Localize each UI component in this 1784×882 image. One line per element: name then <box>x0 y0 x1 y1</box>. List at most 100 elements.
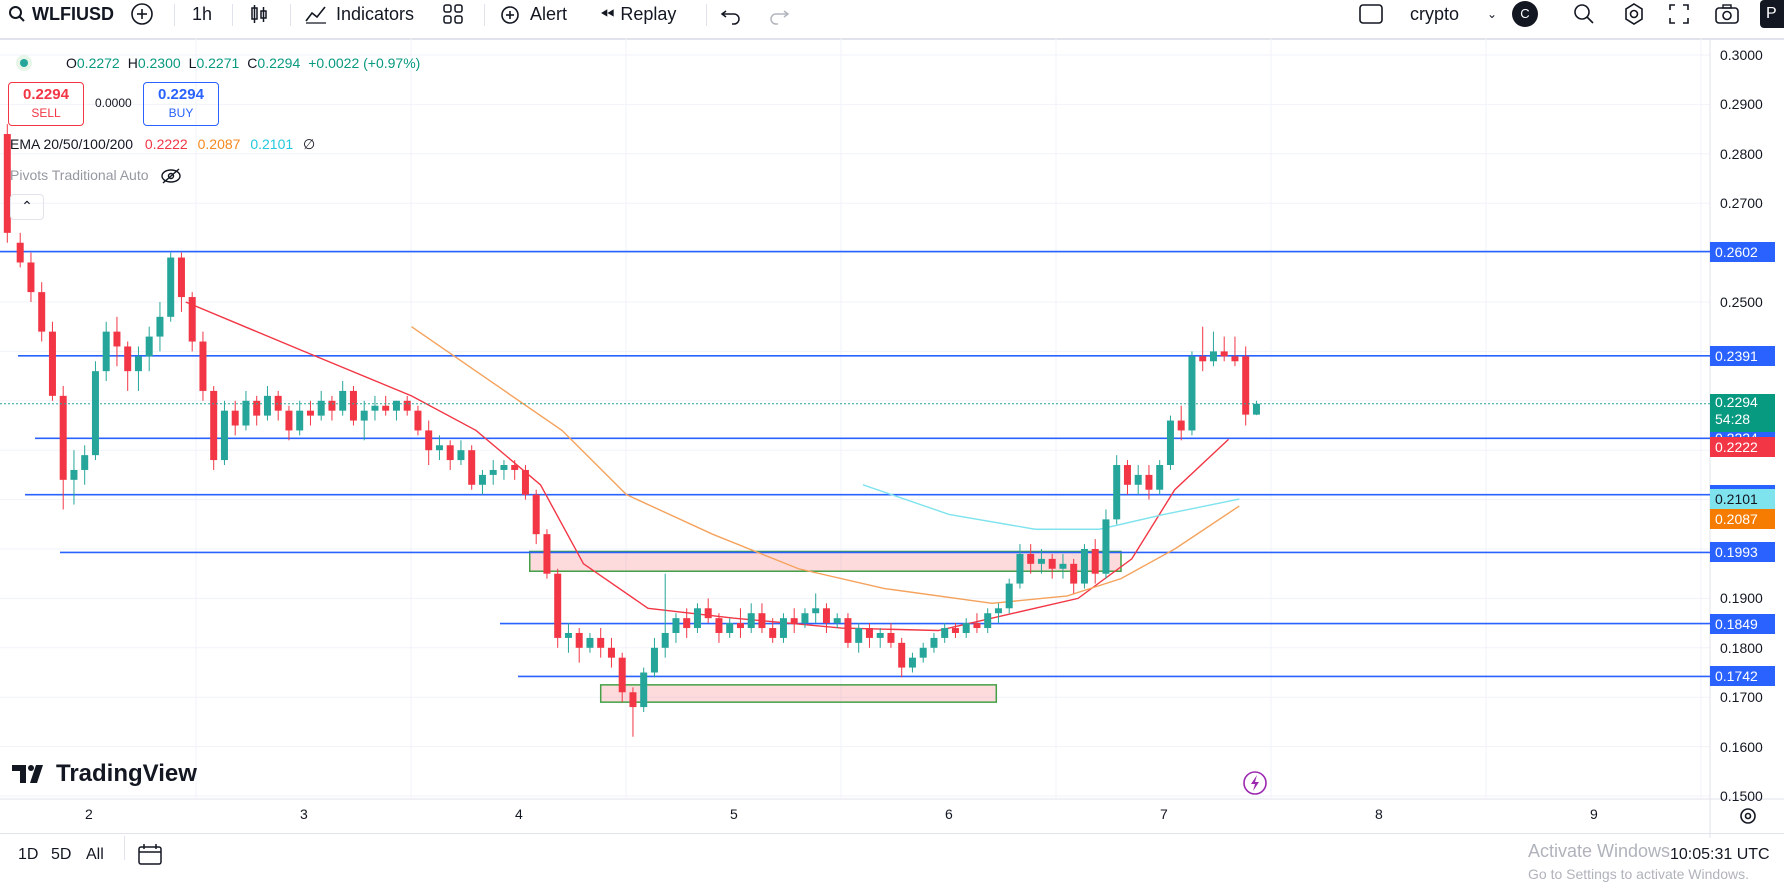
quick-search-button[interactable] <box>1572 0 1596 28</box>
candle <box>511 460 519 480</box>
range-all-button[interactable]: All <box>86 846 104 863</box>
settings-button[interactable] <box>1622 0 1646 28</box>
candle <box>1091 539 1099 584</box>
candle <box>3 124 11 243</box>
candle <box>16 232 24 268</box>
fullscreen-button[interactable] <box>1668 0 1690 28</box>
replay-button[interactable]: ⏪︎ Replay <box>600 0 676 28</box>
tradingview-logo[interactable]: TradingView <box>12 760 197 788</box>
bar-countdown: 54:28 <box>1715 410 1751 427</box>
range-1d-button[interactable]: 1D <box>18 846 39 863</box>
candle-body <box>1156 465 1164 490</box>
activate-windows-title: Activate Windows <box>1528 841 1671 861</box>
candle <box>919 642 927 663</box>
candle <box>306 400 314 426</box>
collapse-legend-button[interactable]: ⌃ <box>10 194 44 220</box>
avatar-letter: C <box>1512 1 1538 27</box>
candle-body <box>16 242 24 263</box>
sell-button[interactable]: 0.2294 SELL <box>8 82 84 126</box>
price-tick-label: 0.1700 <box>1720 689 1763 706</box>
time-tick-label: 6 <box>945 806 953 822</box>
candle <box>984 608 992 633</box>
symbol-search[interactable]: WLFIUSD <box>8 0 114 28</box>
candle <box>629 687 637 737</box>
layouts-button[interactable] <box>442 0 464 28</box>
pivots-legend[interactable]: Pivots Traditional Auto <box>10 167 182 185</box>
candle <box>414 405 422 436</box>
buy-button[interactable]: 0.2294 BUY <box>143 82 219 126</box>
interval-button[interactable]: 1h <box>192 3 213 24</box>
price-tick-label: 0.1800 <box>1720 639 1763 656</box>
layout-name-button[interactable]: crypto ⌄ <box>1410 0 1497 28</box>
candle-body <box>91 371 99 456</box>
chart-type-button[interactable] <box>248 0 270 28</box>
candle-body <box>1145 474 1153 490</box>
candle-body <box>478 474 486 485</box>
candle <box>1005 578 1013 614</box>
candle-body <box>973 623 981 629</box>
candle <box>188 292 196 352</box>
candle <box>640 667 648 713</box>
candle-body <box>263 395 271 416</box>
axis-settings-icon[interactable] <box>1738 806 1758 826</box>
candle-body <box>586 637 594 648</box>
candle <box>865 623 873 648</box>
candle-body <box>1070 563 1078 584</box>
candle <box>91 361 99 461</box>
price-chart[interactable] <box>0 38 1784 838</box>
candle-body <box>511 465 519 470</box>
watchlist-toggle[interactable] <box>1358 0 1384 28</box>
open-value: 0.2272 <box>76 55 120 71</box>
avatar[interactable]: C <box>1512 0 1538 28</box>
rewind-icon: ⏪︎ <box>600 3 615 24</box>
candle <box>790 608 798 633</box>
time-tick-label: 7 <box>1160 806 1168 822</box>
candle <box>403 395 411 416</box>
candle-body <box>607 647 615 658</box>
candle-body <box>1102 519 1110 574</box>
candle-body <box>575 632 583 648</box>
candle-body <box>167 257 175 317</box>
ema-legend[interactable]: EMA 20/50/100/200 0.2222 0.2087 0.2101 ∅ <box>10 136 315 153</box>
alert-label: Alert <box>530 3 568 24</box>
square-icon <box>1359 4 1383 24</box>
candle <box>1199 326 1207 372</box>
redo-button[interactable] <box>768 0 790 28</box>
candle <box>1166 415 1174 470</box>
candle-body <box>1242 356 1250 415</box>
redo-icon <box>770 10 790 25</box>
candle <box>371 395 379 421</box>
candle-body <box>145 336 153 357</box>
publish-button[interactable]: P <box>1760 0 1784 28</box>
snapshot-button[interactable] <box>1714 0 1740 28</box>
time-tick-label: 8 <box>1375 806 1383 822</box>
indicators-button[interactable]: Indicators <box>304 0 414 28</box>
candle <box>801 608 809 629</box>
candle <box>672 613 680 643</box>
clock[interactable]: 10:05:31 UTC <box>1670 846 1770 863</box>
candle-body <box>640 672 648 708</box>
candle-body <box>1091 549 1099 574</box>
candle <box>758 603 766 633</box>
range-5d-button[interactable]: 5D <box>51 846 72 863</box>
date-range-icon[interactable] <box>137 843 163 867</box>
candle-body <box>489 469 497 475</box>
candle <box>876 628 884 648</box>
chevron-down-icon: ⌄ <box>1487 7 1498 21</box>
candle-body <box>285 410 293 431</box>
lightning-icon[interactable] <box>1242 770 1268 796</box>
visibility-dot-icon[interactable] <box>16 55 32 71</box>
undo-button[interactable] <box>720 0 742 28</box>
ema-line <box>411 326 1240 605</box>
alert-button[interactable]: Alert <box>498 0 567 28</box>
candle <box>887 623 895 648</box>
candle <box>693 603 701 633</box>
candle <box>425 420 433 466</box>
candle-body <box>1220 351 1228 357</box>
eye-crossed-icon[interactable] <box>160 167 182 185</box>
high-label: H <box>127 55 138 71</box>
candle <box>715 613 723 643</box>
candle <box>263 385 271 421</box>
candle-body <box>102 331 110 372</box>
compare-symbol-button[interactable] <box>130 0 154 28</box>
